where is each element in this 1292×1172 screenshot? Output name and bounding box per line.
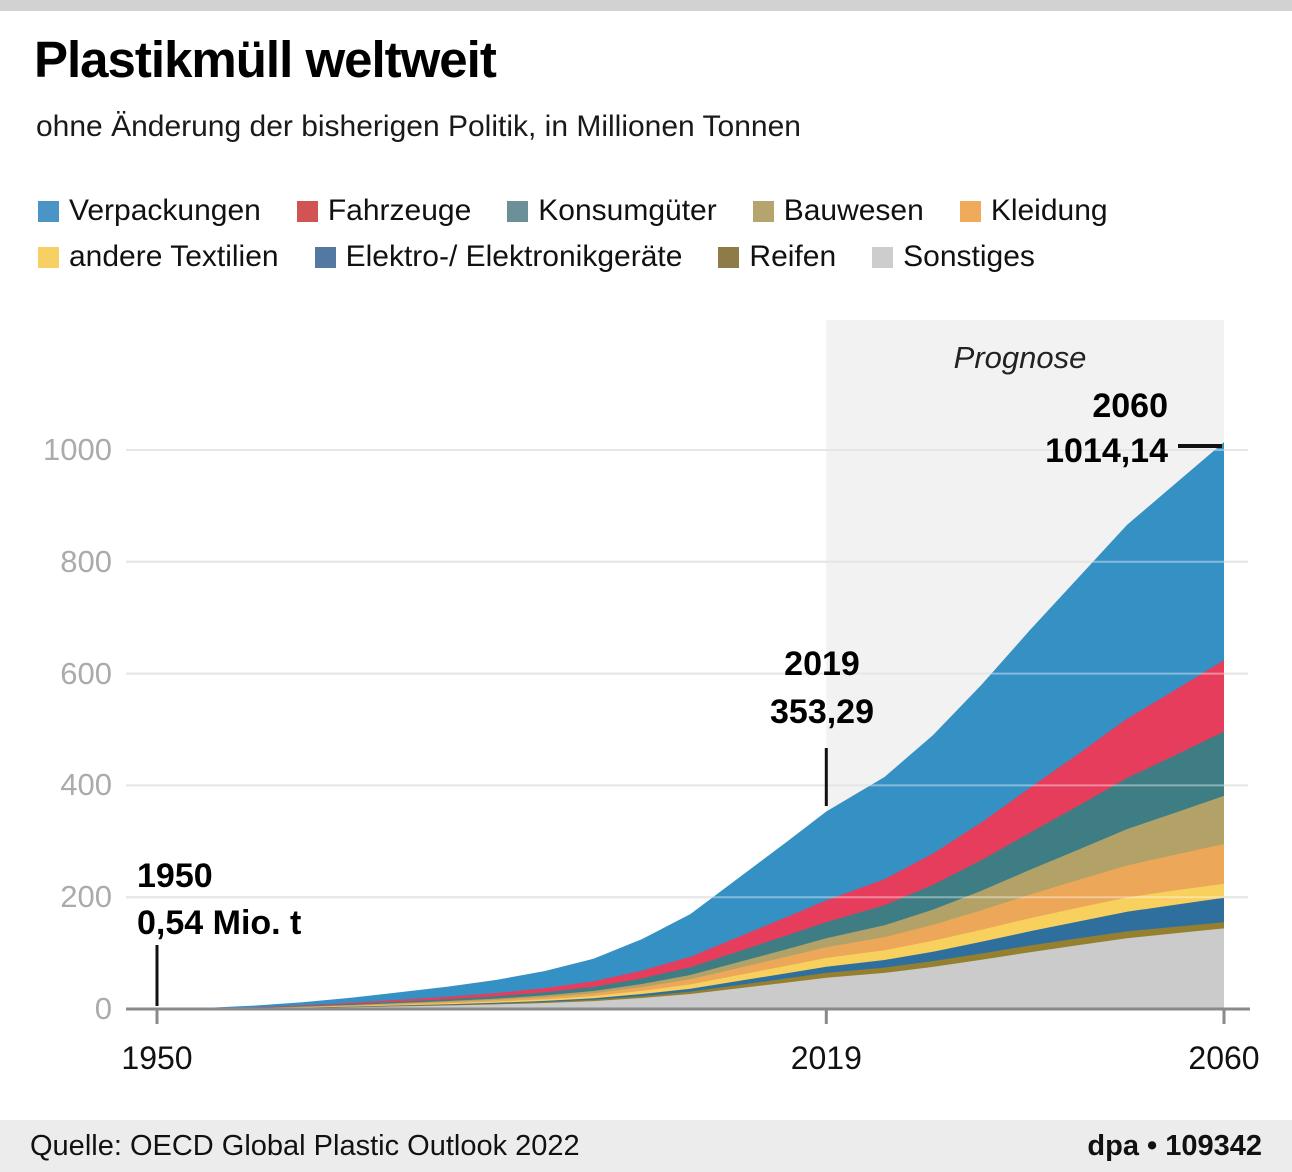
y-tick-label-0: 0 [94, 991, 112, 1026]
legend-item-kleidung: Kleidung [959, 194, 1108, 228]
legend-swatch [296, 200, 318, 222]
legend-swatch [959, 200, 981, 222]
legend-label: Reifen [749, 240, 837, 273]
legend-item-sonstiges: Sonstiges [872, 240, 1035, 274]
annotation-2060-year: 2060 [1092, 387, 1168, 425]
page-title: Plastikmüll weltweit [34, 31, 497, 88]
x-tick-label-2060: 2060 [1188, 1040, 1260, 1076]
area-sonstiges [157, 928, 1224, 1009]
source-credit: Quelle: OECD Global Plastic Outlook 2022 [30, 1129, 580, 1162]
legend-row-1: Verpackungen Fahrzeuge Konsumgüter Bauwesen… [38, 194, 1108, 228]
annotation-1950-year: 1950 [137, 857, 213, 895]
annotation-2019: 2019 353,29 [722, 640, 922, 736]
y-tick-label-800: 800 [60, 543, 112, 579]
legend-label: andere Textilien [69, 240, 279, 273]
annotation-1950-value: 0,54 Mio. t [137, 904, 302, 942]
legend-label: Fahrzeuge [327, 194, 472, 227]
legend-label: Elektro-/ Elektronikgeräte [345, 240, 683, 273]
legend-swatch [872, 246, 894, 268]
legend-item-bauwesen: Bauwesen [752, 194, 924, 228]
legend-swatch [718, 246, 740, 268]
annotation-2060: 2060 1014,14 [1045, 384, 1168, 474]
legend-label: Bauwesen [783, 194, 924, 227]
legend-item-verpackungen: Verpackungen [38, 194, 261, 228]
legend-item-elektro-elektronikgeräte: Elektro-/ Elektronikgeräte [314, 240, 683, 274]
agency-credit: dpa • 109342 [1087, 1129, 1262, 1162]
forecast-label: Prognose [953, 340, 1087, 375]
legend-label: Kleidung [990, 194, 1108, 227]
chart-subtitle: ohne Änderung der bisherigen Politik, in… [36, 110, 801, 143]
legend-label: Sonstiges [903, 240, 1035, 273]
legend-row-2: andere Textilien Elektro-/ Elektronikgerä… [38, 240, 1035, 274]
legend-swatch [507, 200, 529, 222]
annotation-2019-value: 353,29 [770, 693, 874, 731]
legend-item-andere-textilien: andere Textilien [38, 240, 279, 274]
footer-bar: Quelle: OECD Global Plastic Outlook 2022… [0, 1120, 1292, 1172]
legend-item-reifen: Reifen [718, 240, 836, 274]
annotation-2019-year: 2019 [784, 645, 860, 683]
annotation-2060-value: 1014,14 [1045, 432, 1168, 470]
y-tick-label-1000: 1000 [43, 432, 112, 467]
x-tick-label-1950: 1950 [121, 1040, 193, 1076]
annotation-1950: 1950 0,54 Mio. t [137, 853, 301, 947]
top-border-strip [0, 0, 1292, 11]
legend-item-konsumgüter: Konsumgüter [507, 194, 717, 228]
legend-swatch [38, 246, 59, 268]
legend-item-fahrzeuge: Fahrzeuge [296, 194, 472, 228]
legend-swatch [752, 200, 774, 222]
legend-label: Verpackungen [69, 194, 261, 227]
legend-swatch [314, 246, 336, 268]
legend-swatch [38, 200, 59, 222]
x-tick-label-2019: 2019 [790, 1040, 862, 1076]
y-tick-label-600: 600 [60, 655, 112, 691]
legend-label: Konsumgüter [538, 194, 717, 227]
y-tick-label-400: 400 [60, 767, 112, 803]
y-tick-label-200: 200 [60, 879, 112, 915]
